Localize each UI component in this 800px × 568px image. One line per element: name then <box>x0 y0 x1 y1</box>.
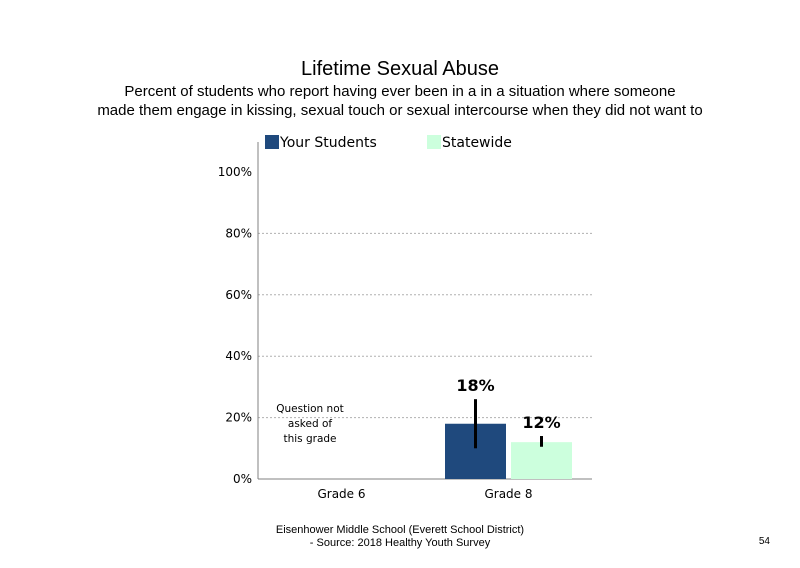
not-asked-note: this grade <box>283 433 336 445</box>
legend-label: Your Students <box>279 135 377 151</box>
y-tick-label: 100% <box>218 165 252 179</box>
data-label: 12% <box>522 413 560 432</box>
footer-school: Eisenhower Middle School (Everett School… <box>275 524 525 536</box>
bar <box>511 442 572 479</box>
legend-swatch <box>265 135 279 149</box>
not-asked-note: Question not <box>276 403 344 415</box>
y-tick-label: 80% <box>225 226 252 240</box>
page-number: 54 <box>758 536 770 547</box>
chart-title: Lifetime Sexual Abuse <box>301 58 499 80</box>
subtitle-line-2: made them engage in kissing, sexual touc… <box>97 102 703 119</box>
legend-swatch <box>427 135 441 149</box>
y-tick-label: 40% <box>225 349 252 363</box>
subtitle-line-1: Percent of students who report having ev… <box>124 83 676 100</box>
footer-source: - Source: 2018 Healthy Youth Survey <box>309 537 491 549</box>
y-tick-label: 60% <box>225 288 252 302</box>
legend-label: Statewide <box>442 135 512 151</box>
data-label: 18% <box>456 376 494 395</box>
x-tick-label: Grade 6 <box>317 487 365 501</box>
y-tick-label: 0% <box>233 472 252 486</box>
x-tick-label: Grade 8 <box>484 487 532 501</box>
footer: Eisenhower Middle School (Everett School… <box>200 524 600 550</box>
y-tick-label: 20% <box>225 411 252 425</box>
not-asked-note: asked of <box>288 418 332 430</box>
chart-subtitle: Percent of students who report having ev… <box>40 82 760 120</box>
